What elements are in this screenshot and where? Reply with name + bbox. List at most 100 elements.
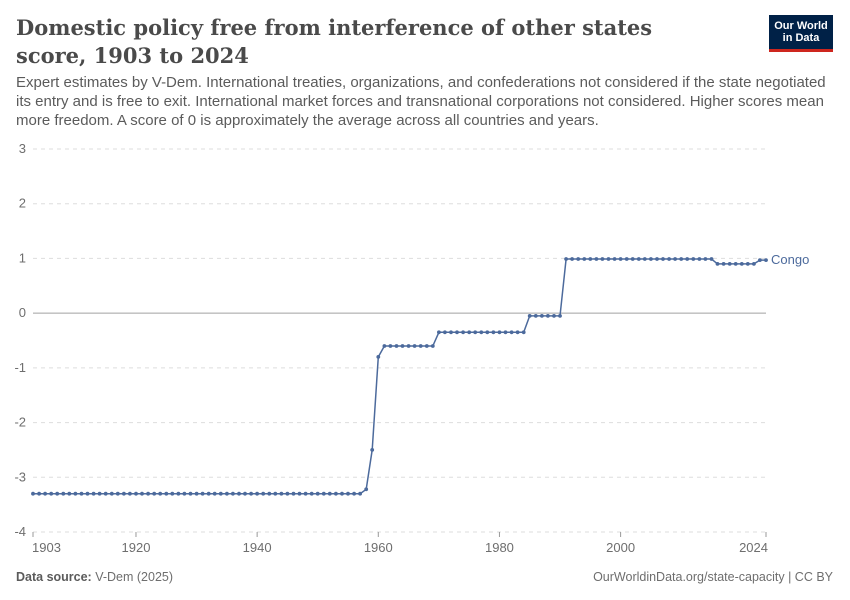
data-point <box>642 257 647 261</box>
data-point <box>606 257 611 261</box>
data-point <box>733 262 738 266</box>
data-point <box>164 491 169 496</box>
data-point <box>449 330 453 335</box>
series-label: Congo <box>771 252 809 267</box>
data-point <box>255 491 259 496</box>
data-point <box>600 257 605 261</box>
data-point <box>485 330 490 335</box>
data-point <box>418 344 423 348</box>
data-point <box>261 491 266 496</box>
data-point <box>685 257 690 261</box>
data-point <box>558 314 562 318</box>
data-point <box>231 491 235 496</box>
data-point <box>624 257 629 261</box>
y-tick-label: -1 <box>14 360 26 375</box>
data-point <box>327 491 332 496</box>
y-tick-label: -2 <box>14 415 26 430</box>
data-point <box>158 491 163 496</box>
x-tick-label: 1960 <box>364 540 393 555</box>
data-point <box>406 344 411 348</box>
data-point <box>430 344 435 348</box>
data-point <box>649 257 653 261</box>
data-point <box>309 491 314 496</box>
data-point <box>352 491 356 496</box>
data-point <box>115 491 120 496</box>
data-point <box>146 491 151 496</box>
data-point <box>321 491 326 496</box>
data-point <box>661 257 665 261</box>
data-point <box>91 491 96 496</box>
data-point <box>152 491 157 496</box>
data-point <box>630 257 635 261</box>
y-tick-label: 1 <box>19 250 26 265</box>
data-point <box>376 355 381 359</box>
data-point <box>394 344 399 348</box>
data-point <box>443 330 447 335</box>
data-point <box>473 330 478 335</box>
data-point <box>515 330 520 335</box>
data-point <box>491 330 496 335</box>
data-point <box>388 344 393 348</box>
data-point <box>546 314 550 318</box>
footer-link[interactable]: OurWorldinData.org/state-capacity | CC B… <box>593 570 833 584</box>
data-point <box>340 491 344 496</box>
data-point <box>673 257 677 261</box>
data-point <box>618 257 623 261</box>
data-point <box>55 491 60 496</box>
data-point <box>552 314 556 318</box>
y-tick-label: 0 <box>19 305 26 320</box>
data-point <box>73 491 78 496</box>
data-point <box>576 257 581 261</box>
data-point <box>582 257 587 261</box>
data-point <box>612 257 617 261</box>
data-point <box>85 491 90 496</box>
data-point <box>461 330 465 335</box>
y-tick-label: 2 <box>19 196 26 211</box>
owid-logo[interactable]: Our World in Data <box>769 15 833 52</box>
data-point <box>358 491 362 496</box>
data-point <box>527 314 532 318</box>
data-point <box>194 491 199 496</box>
logo-line-1: Our World <box>774 20 828 32</box>
data-point <box>303 491 308 496</box>
data-point <box>727 262 732 266</box>
chart-title: Domestic policy free from interference o… <box>16 15 653 68</box>
data-point <box>364 487 369 492</box>
data-point <box>67 491 72 496</box>
data-point <box>570 257 574 261</box>
x-tick-label: 1980 <box>485 540 514 555</box>
data-point <box>346 491 350 496</box>
data-point <box>764 258 768 262</box>
data-point <box>140 491 144 496</box>
chart-subtitle: Expert estimates by V-Dem. International… <box>16 74 826 129</box>
data-point <box>636 257 641 261</box>
data-point <box>400 344 405 348</box>
data-point <box>715 262 720 266</box>
data-point <box>745 262 750 266</box>
data-point <box>382 344 387 348</box>
data-point <box>564 257 568 261</box>
x-tick-label: 2000 <box>606 540 635 555</box>
data-point <box>594 257 599 261</box>
series-layer: Congo <box>31 252 809 496</box>
data-source: Data source: V-Dem (2025) <box>16 570 173 584</box>
data-point <box>655 257 659 261</box>
data-point <box>134 491 138 496</box>
data-point <box>752 262 756 266</box>
data-point <box>176 491 181 496</box>
data-point <box>61 491 66 496</box>
data-source-value: V-Dem (2025) <box>95 570 174 584</box>
data-point <box>49 491 54 496</box>
data-point <box>679 257 684 261</box>
data-point <box>437 330 441 335</box>
data-point <box>497 330 502 335</box>
data-point <box>412 344 417 348</box>
data-point <box>315 491 320 496</box>
data-point <box>37 491 41 496</box>
x-axis-ticks: 1903 1920 1940 1960 1980 2000 2024 <box>32 532 768 555</box>
data-point <box>31 491 35 496</box>
data-point <box>540 314 544 318</box>
data-point <box>455 330 459 335</box>
data-point <box>188 491 193 496</box>
data-point <box>697 257 702 261</box>
